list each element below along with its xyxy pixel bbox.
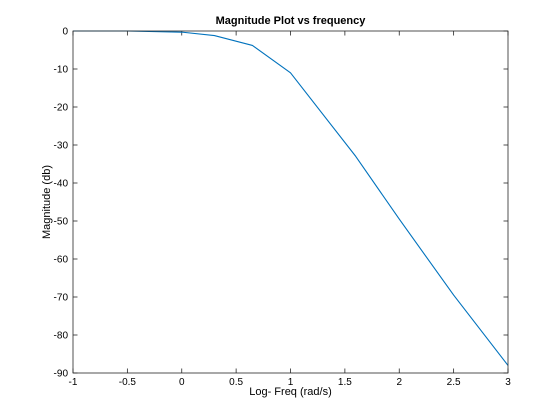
x-tick-label: 3: [505, 377, 511, 388]
y-tick-label: -40: [54, 179, 69, 190]
y-axis-title: Magnitude (db): [41, 165, 53, 239]
plot-area-frame: [72, 30, 509, 374]
series-layer: [73, 30, 509, 366]
x-tick-label: 2: [396, 377, 402, 388]
y-tick-label: -20: [54, 103, 69, 114]
y-tick-label: -70: [54, 293, 69, 304]
y-tick-label: -30: [54, 141, 69, 152]
x-tick-label: 0.5: [229, 377, 243, 388]
y-tick-label: -90: [54, 369, 69, 380]
series-line: [73, 30, 509, 366]
x-tick-label: 2.5: [447, 377, 461, 388]
y-tick-label: 0: [62, 27, 68, 38]
chart-title: Magnitude Plot vs frequency: [216, 15, 367, 27]
y-tick-label: -10: [54, 65, 69, 76]
x-axis-title: Log- Freq (rad/s): [249, 386, 332, 398]
labels-layer: -1 -0.5 0 0.5 1 1.5 2 2.5 3 0 -10 -20 -30 -40 -50 -60 -7…: [54, 27, 512, 389]
y-tick-label: -60: [54, 255, 69, 266]
y-tick-label: -80: [54, 331, 69, 342]
x-tick-label: -1: [69, 377, 78, 388]
x-tick-label: 1.5: [338, 377, 352, 388]
y-tick-label: -50: [54, 217, 69, 228]
x-tick-label: 0: [179, 377, 185, 388]
x-tick-label: -0.5: [119, 377, 137, 388]
x-tick-label: 1: [288, 377, 294, 388]
plot-area-background: [73, 31, 508, 373]
